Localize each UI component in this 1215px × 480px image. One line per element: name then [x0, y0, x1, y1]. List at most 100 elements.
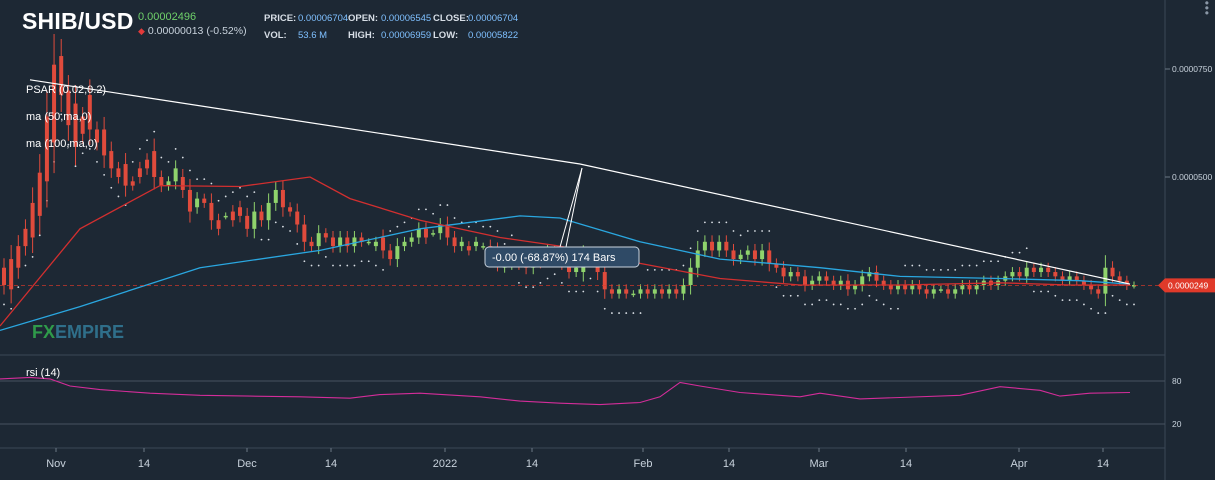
psar-dot	[897, 307, 899, 310]
psar-dot	[1011, 251, 1014, 254]
candle	[137, 168, 142, 177]
measure-pointer	[559, 167, 583, 248]
close-label: CLOSE:	[433, 13, 469, 24]
candle	[1067, 276, 1072, 281]
candle	[853, 285, 858, 290]
price-tick-label: 0.0000500	[1172, 172, 1212, 182]
ma100-legend[interactable]: ma (100,ma,0)	[26, 138, 98, 150]
price-change: ◆ 0.00000013 (-0.52%)	[138, 25, 247, 37]
price-label: PRICE:	[264, 13, 297, 24]
psar-dot	[324, 256, 327, 258]
time-tick-label: Mar	[810, 458, 829, 470]
candle	[466, 246, 471, 251]
psar-dot	[596, 290, 599, 293]
psar-dot	[67, 143, 70, 146]
down-arrow-icon: ◆	[138, 26, 145, 36]
candle	[645, 289, 650, 294]
psar-dot	[796, 294, 799, 297]
time-tick-label: 14	[900, 458, 912, 470]
psar-dot	[968, 264, 971, 267]
psar-dot	[1061, 299, 1064, 302]
candle	[1024, 267, 1029, 277]
psar-dot	[496, 230, 499, 232]
vol-label: VOL:	[264, 30, 287, 41]
candle	[352, 237, 357, 247]
psar-dot	[904, 264, 907, 267]
open-value: 0.00006545	[381, 13, 432, 24]
rsi-tick-label: 80	[1172, 376, 1182, 386]
candle	[795, 272, 800, 277]
psar-dot	[482, 225, 485, 228]
psar-dot	[110, 186, 113, 189]
candle	[345, 237, 350, 247]
psar-dot	[682, 264, 685, 267]
psar-dot	[611, 312, 613, 314]
high-value: 0.00006959	[381, 30, 432, 41]
psar-dot	[403, 221, 406, 224]
psar-dot	[918, 264, 921, 267]
psar-dot	[632, 312, 635, 314]
candle	[166, 181, 171, 186]
psar-dot	[467, 225, 470, 228]
ma50-legend[interactable]: ma (50,ma,0)	[26, 111, 92, 123]
candle	[888, 285, 893, 290]
candle	[116, 168, 121, 177]
psar-dot	[653, 268, 656, 271]
candle	[30, 202, 35, 238]
psar-legend[interactable]: PSAR (0.02,0.2)	[26, 84, 107, 96]
candle	[330, 237, 335, 247]
psar-dot	[746, 230, 749, 232]
psar-dot	[789, 294, 792, 297]
psar-dot	[1018, 251, 1021, 254]
candle	[874, 272, 879, 281]
psar-dot	[103, 173, 106, 176]
psar-dot	[1032, 290, 1035, 293]
psar-dot	[1090, 307, 1092, 310]
psar-dot	[260, 238, 263, 241]
candle	[710, 241, 715, 251]
candle	[731, 250, 736, 260]
candle	[402, 241, 407, 247]
psar-dot	[718, 221, 721, 224]
candle	[652, 289, 657, 294]
psar-dot	[332, 264, 334, 267]
candle	[195, 198, 200, 208]
candle	[1010, 272, 1015, 277]
psar-dot	[1104, 312, 1107, 314]
psar-dot	[210, 182, 213, 185]
psar-dot	[360, 260, 363, 263]
psar-dot	[618, 312, 620, 314]
candle	[1074, 276, 1079, 281]
candle	[617, 289, 622, 294]
psar-dot	[439, 204, 442, 206]
psar-dot	[217, 199, 220, 202]
indicator-lines: -0.00 (-68.87%) 174 Bars	[0, 79, 1165, 406]
candle	[609, 289, 614, 294]
low-value: 0.00005822	[468, 30, 519, 41]
candle	[810, 280, 815, 285]
psar-dot	[81, 152, 84, 155]
candle	[688, 267, 693, 285]
more-menu-icon[interactable]: • • •	[1204, 0, 1209, 20]
last-price: 0.00002496	[138, 11, 197, 23]
candle	[187, 189, 192, 212]
psar-dot	[253, 191, 256, 194]
candle	[831, 280, 836, 285]
candle	[1103, 267, 1108, 294]
candle	[953, 289, 958, 294]
candle	[738, 254, 743, 260]
candle	[9, 259, 14, 290]
candle	[209, 202, 214, 221]
psar-dot	[525, 286, 527, 289]
psar-dot	[446, 204, 449, 206]
candle	[667, 289, 672, 294]
psar-dot	[546, 277, 549, 280]
psar-dot	[346, 264, 349, 267]
candle	[767, 250, 772, 264]
candle	[302, 224, 307, 242]
rsi-legend[interactable]: rsi (14)	[26, 367, 61, 379]
psar-dot	[711, 221, 713, 224]
candle	[760, 250, 765, 260]
psar-dot	[589, 277, 592, 280]
